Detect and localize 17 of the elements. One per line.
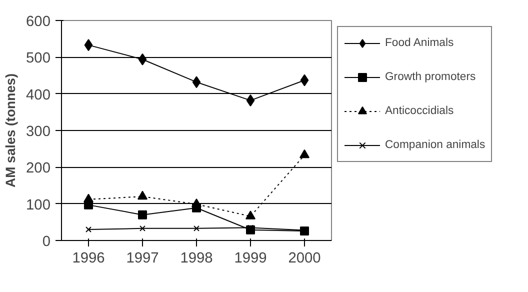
y-tick-label: 200 xyxy=(26,160,51,177)
x-tick-label: 2000 xyxy=(288,250,321,266)
y-tick-label: 100 xyxy=(26,197,51,214)
legend-label: Anticoccidials xyxy=(385,105,454,117)
x-tick-label: 1999 xyxy=(234,250,267,266)
y-tick-label: 400 xyxy=(26,87,51,104)
y-tick-label: 600 xyxy=(26,14,51,30)
legend-label: Companion animals xyxy=(385,139,486,151)
y-tick-label: 300 xyxy=(26,124,51,140)
y-tick-label: 0 xyxy=(42,234,51,250)
legend-label: Growth promoters xyxy=(385,71,476,83)
x-tick-label: 1997 xyxy=(126,250,159,266)
x-tick-label: 1996 xyxy=(72,250,105,266)
x-tick-label: 1998 xyxy=(180,250,213,266)
y-tick-label: 500 xyxy=(26,50,51,67)
legend-label: Food Animals xyxy=(385,37,454,49)
y-axis-title: AM sales (tonnes) xyxy=(3,73,18,188)
